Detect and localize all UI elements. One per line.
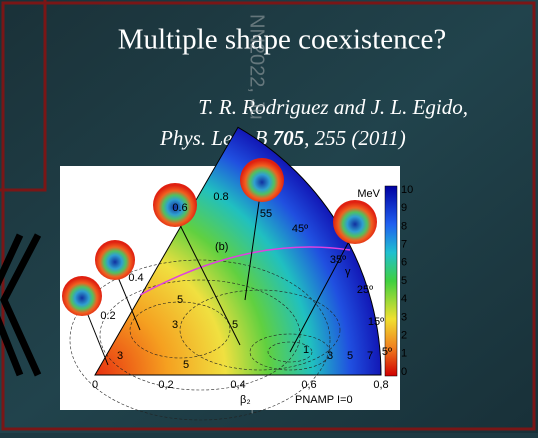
contour-label: 5 (177, 294, 183, 306)
angle-label: 5º (382, 346, 392, 358)
gamma-symbol: γ (345, 266, 351, 278)
angle-label: 15º (368, 316, 384, 328)
colorbar-tick-label: 0 (401, 366, 407, 378)
volume: 705 (273, 126, 305, 150)
colorbar-tick-label: 5 (401, 275, 407, 287)
colorbar-tick-label: 4 (401, 293, 407, 305)
citation: Phys. Lett. B 705, 255 (2011) (159, 126, 406, 150)
contour-label: 3 (327, 350, 333, 362)
authors: T. R. Rodriguez and J. L. Egido, (198, 95, 468, 119)
contour-label: 7 (367, 350, 373, 362)
contour-label: 1 (303, 344, 309, 356)
x-tick-label: 0,2 (158, 379, 173, 391)
panel-label: (b) (215, 241, 228, 253)
contour-label: 5 (232, 319, 238, 331)
pages: , 255 (2011) (304, 126, 406, 150)
colorbar-tick-label: 6 (401, 257, 407, 269)
radial-tick-label: 0.2 (100, 310, 115, 322)
contour-label: 3 (172, 319, 178, 331)
radial-tick-label: 0.4 (128, 272, 143, 284)
colorbar-tick-label: 2 (401, 330, 407, 342)
slide: Multiple shape coexistence? T. R. Rodrig… (0, 0, 538, 433)
x-tick-label: 0 (92, 379, 98, 391)
caption: PNAMP I=0 (295, 394, 353, 406)
x-tick-label: 0,8 (373, 379, 388, 391)
contour-label: 5 (347, 350, 353, 362)
contour-label: 5 (183, 359, 189, 371)
angle-label: 35º (330, 254, 346, 266)
angle-label: 45º (292, 223, 308, 235)
radial-tick-label: 0.6 (172, 202, 187, 214)
contour-label: 3 (117, 350, 123, 362)
watermark: NN2022, Ju (246, 14, 268, 120)
colorbar-tick-label: 7 (401, 239, 407, 251)
colorbar-tick-label: 8 (401, 220, 407, 232)
x-label: β₂ (240, 394, 251, 406)
title: Multiple shape coexistence? (118, 24, 447, 56)
x-tick-label: 0,4 (230, 379, 245, 391)
colorbar-tick-label: 9 (401, 202, 407, 214)
colorbar-unit: MeV (357, 188, 380, 200)
angle-label: 55 (260, 208, 272, 220)
x-tick-label: 0,6 (301, 379, 316, 391)
radial-tick-label: 0.8 (213, 191, 228, 203)
figure: MeV (b) γ β₂ PNAMP I=0 0 0,2 0,4 0,6 0,8 0.2 0… (60, 127, 413, 420)
colorbar-tick-label: 10 (401, 184, 413, 196)
angle-label: 25º (357, 284, 373, 296)
colorbar-tick-label: 1 (401, 348, 407, 360)
colorbar-tick-label: 3 (401, 311, 407, 323)
